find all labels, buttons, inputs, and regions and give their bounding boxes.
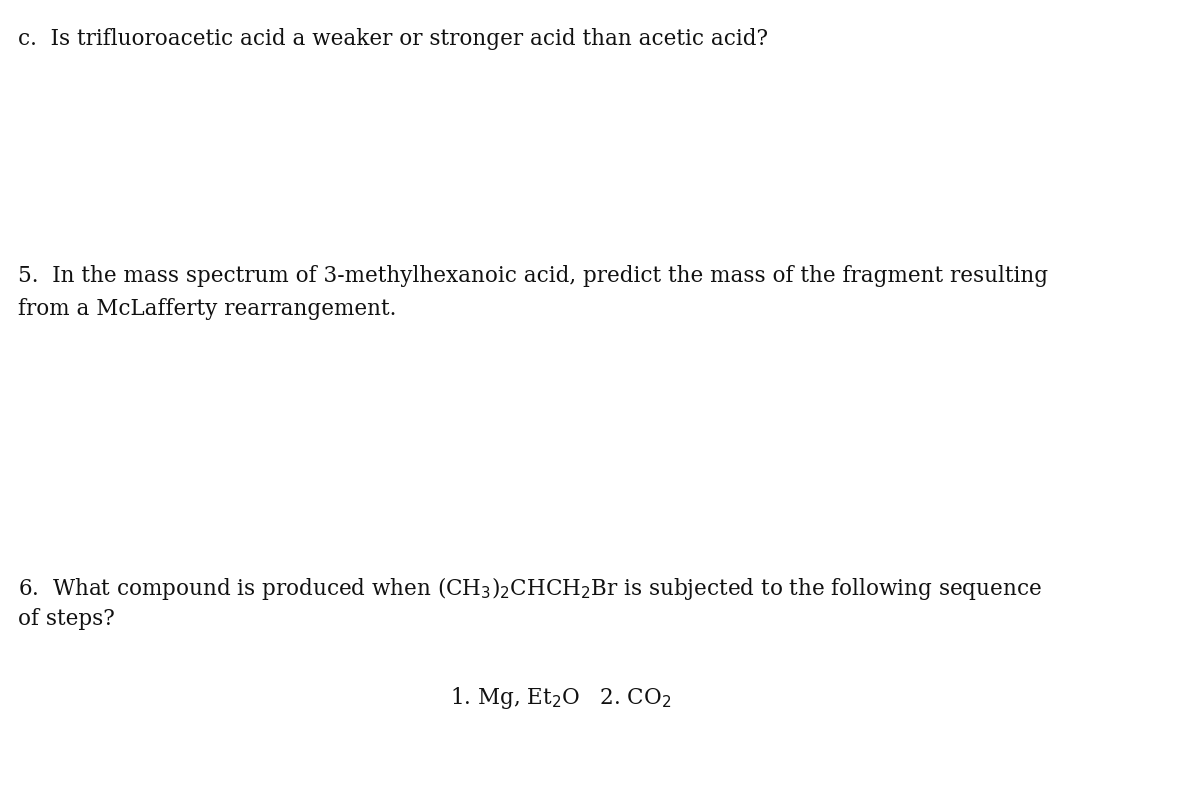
- Text: 5.  In the mass spectrum of 3-methylhexanoic acid, predict the mass of the fragm: 5. In the mass spectrum of 3-methylhexan…: [18, 265, 1048, 287]
- Text: c.  Is trifluoroacetic acid a weaker or stronger acid than acetic acid?: c. Is trifluoroacetic acid a weaker or s…: [18, 28, 768, 50]
- Text: of steps?: of steps?: [18, 608, 115, 630]
- Text: from a McLafferty rearrangement.: from a McLafferty rearrangement.: [18, 298, 396, 320]
- Text: 6.  What compound is produced when (CH$_3$)$_2$CHCH$_2$Br is subjected to the fo: 6. What compound is produced when (CH$_3…: [18, 575, 1042, 602]
- Text: 1. Mg, Et$_2$O   2. CO$_2$: 1. Mg, Et$_2$O 2. CO$_2$: [450, 685, 672, 711]
